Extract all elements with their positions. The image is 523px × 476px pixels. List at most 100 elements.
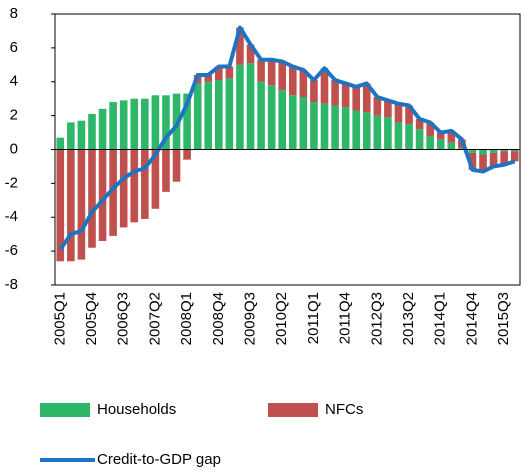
x-tick-label: 2011Q1 <box>305 292 322 344</box>
bar-segment <box>109 102 117 150</box>
bar-segment <box>352 86 360 111</box>
bar-segment <box>88 113 96 150</box>
bar-segment <box>510 149 519 152</box>
x-tick-label: 2008Q1 <box>178 292 195 345</box>
line-series <box>58 25 516 251</box>
y-tick-label: 0 <box>10 140 18 157</box>
legend-swatch <box>40 403 90 417</box>
bar-segment <box>373 96 382 116</box>
bar-segment <box>320 103 329 150</box>
bar-segment <box>67 149 75 262</box>
bar-segment <box>88 149 96 248</box>
bar-segment <box>500 151 508 165</box>
legend-label: Households <box>97 401 176 418</box>
bar-segment <box>447 130 456 143</box>
bar-segment <box>151 95 160 150</box>
bar-segment <box>405 124 413 150</box>
x-tick-label: 2007Q2 <box>146 292 163 345</box>
bar-segment <box>257 81 265 150</box>
bar-segment <box>415 129 424 150</box>
x-tick-label: 2015Q3 <box>495 292 512 345</box>
x-tick-label: 2010Q2 <box>273 292 290 345</box>
bar-segment <box>225 66 234 79</box>
y-tick-label: 6 <box>10 39 18 56</box>
x-tick-label: 2006Q3 <box>115 292 132 345</box>
bar-segment <box>98 108 107 150</box>
bar-segment <box>215 80 223 150</box>
bar-segment <box>500 149 508 152</box>
bar-segment <box>373 115 382 150</box>
bar-segment <box>162 95 170 150</box>
y-tick-label: -8 <box>5 276 18 293</box>
bar-segment <box>384 117 392 150</box>
bar-segment <box>204 74 213 82</box>
legend-label: Credit-to-GDP gap <box>97 451 221 468</box>
legend-label: NFCs <box>325 401 363 418</box>
bar-segment <box>67 122 75 150</box>
bar-segment <box>436 132 445 140</box>
x-tick-label: 2014Q4 <box>463 292 480 345</box>
bar-segment <box>341 107 350 150</box>
plot-border <box>54 13 521 286</box>
y-tick-label: -4 <box>5 208 18 225</box>
x-tick-label: 2005Q1 <box>51 292 68 345</box>
bar-segment <box>352 110 360 150</box>
bar-segment <box>56 137 65 150</box>
bar-segment <box>405 105 413 125</box>
x-tick-label: 2013Q2 <box>400 292 417 345</box>
bar-segment <box>278 61 287 91</box>
bar-segment <box>162 149 170 192</box>
bar-segment <box>130 98 139 150</box>
bar-segment <box>310 102 318 150</box>
bar-segment <box>183 93 191 150</box>
x-tick-label: 2008Q4 <box>210 292 227 345</box>
bar-segment <box>447 142 456 150</box>
bar-segment <box>489 152 498 167</box>
bar-segment <box>141 98 149 150</box>
x-tick-label: 2012Q3 <box>368 292 385 345</box>
bar-segment <box>489 149 498 153</box>
bar-segment <box>479 149 487 155</box>
bar-segment <box>236 64 244 150</box>
x-tick-label: 2005Q4 <box>83 292 100 345</box>
bar-segment <box>151 149 160 209</box>
bar-segment <box>468 152 477 170</box>
bar-segment <box>426 135 434 150</box>
bar-segment <box>278 90 287 150</box>
bar-segment <box>331 80 339 106</box>
bar-segment <box>215 66 223 81</box>
bar-segment <box>56 149 65 262</box>
bar-segment <box>415 119 424 130</box>
bar-segment <box>109 149 117 236</box>
bar-segment <box>468 149 477 153</box>
y-tick-label: 8 <box>10 5 18 22</box>
bar-segment <box>458 147 466 150</box>
bar-segment <box>362 112 371 150</box>
bar-segment <box>299 96 308 150</box>
bar-segment <box>204 81 213 150</box>
bar-segment <box>236 27 244 65</box>
legend-swatch <box>268 403 318 417</box>
bar-segment <box>394 103 403 123</box>
bar-segment <box>331 105 339 150</box>
bar-segment <box>77 149 86 260</box>
bar-segment <box>436 139 445 150</box>
bar-segment <box>394 122 403 150</box>
bar-segment <box>362 83 371 113</box>
bar-segment <box>288 95 297 150</box>
bar-segment <box>288 66 297 96</box>
bar-segment <box>77 120 86 150</box>
bar-segment <box>257 59 265 82</box>
bar-segment <box>246 44 255 64</box>
bar-segment <box>384 100 392 118</box>
y-tick-label: -2 <box>5 174 18 191</box>
y-tick-label: 2 <box>10 107 18 124</box>
bar-segment <box>299 69 308 97</box>
bar-segment <box>141 149 149 219</box>
x-tick-label: 2014Q1 <box>432 292 449 345</box>
bar-segment <box>246 63 255 150</box>
bar-segment <box>119 149 128 228</box>
bar-segment <box>225 78 234 150</box>
y-tick-label: 4 <box>10 73 18 90</box>
